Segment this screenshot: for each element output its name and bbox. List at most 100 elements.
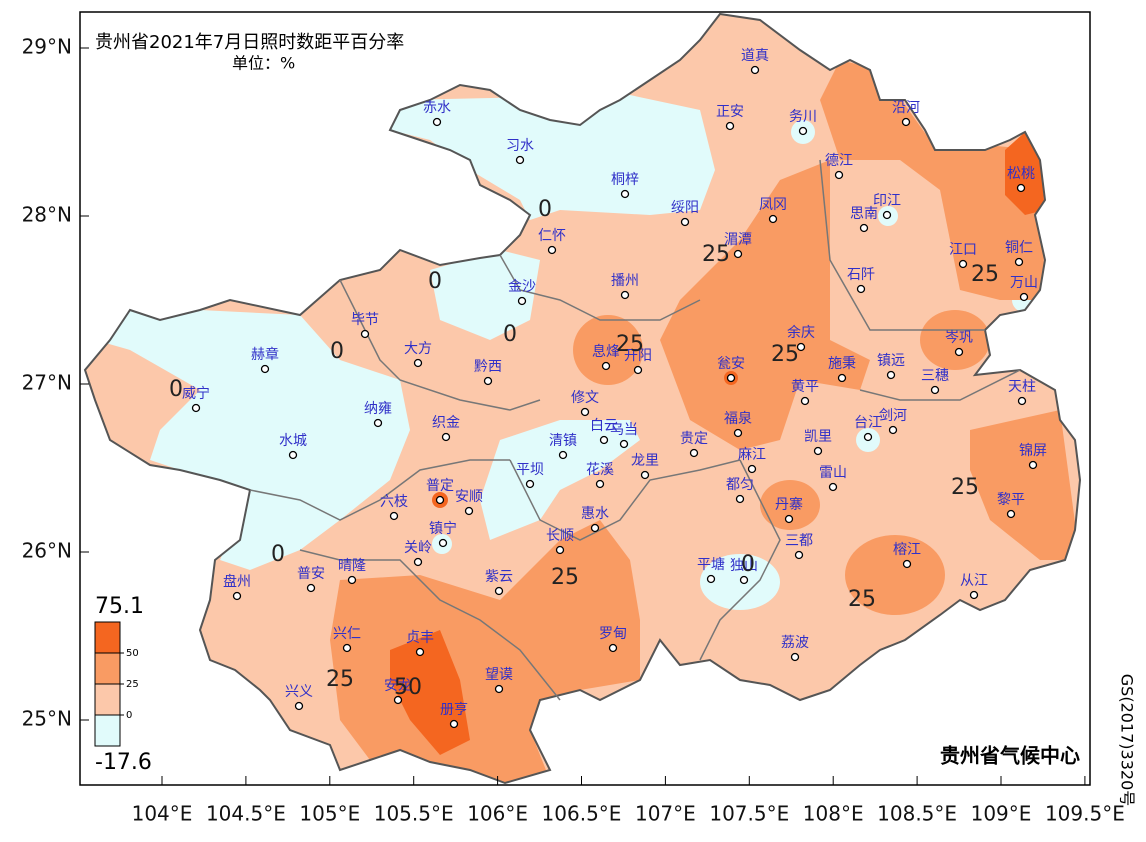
y-tick-label: 27°N	[22, 371, 72, 395]
station-name: 道真	[741, 48, 769, 64]
legend-swatch	[94, 652, 121, 685]
x-tick-label: 105°E	[299, 802, 360, 826]
contour-labels: 0 0 0 0 0 0 0 25 25 25 25 25 25 25 25 50	[169, 197, 999, 700]
station-name: 印江	[873, 193, 901, 209]
x-tick-label: 105.5°E	[374, 802, 454, 826]
station-name: 平塘	[697, 557, 725, 573]
station-name: 册亨	[440, 701, 468, 718]
station-dot	[901, 117, 911, 127]
y-tick-label: 26°N	[22, 539, 72, 563]
station-dot	[438, 538, 448, 548]
station-dot	[413, 557, 423, 567]
station-name: 普安	[297, 566, 325, 582]
station-name: 毕节	[351, 312, 379, 328]
station-dot	[1016, 183, 1026, 193]
legend-swatch	[94, 714, 121, 747]
x-tick-label: 107°E	[635, 802, 696, 826]
station-name: 安顺	[455, 489, 483, 505]
station-name: 台江	[854, 415, 882, 431]
contour-label: 0	[741, 552, 755, 577]
station-dot	[599, 435, 609, 445]
zone-below-0	[95, 95, 1036, 610]
station-dot	[441, 432, 451, 442]
station-dot	[517, 296, 527, 306]
legend-level: 0	[126, 710, 132, 721]
station-dot	[373, 418, 383, 428]
contour-label: 25	[771, 342, 799, 367]
station-dot	[432, 117, 442, 127]
contour-label: 0	[503, 322, 517, 347]
station-dot	[191, 403, 201, 413]
station-dot	[725, 121, 735, 131]
station-dot	[1017, 396, 1027, 406]
x-tick-label: 106.5°E	[542, 802, 622, 826]
station-name: 开阳	[624, 348, 652, 364]
contour-label: 25	[616, 332, 644, 357]
station-dot	[413, 358, 423, 368]
station-dot	[558, 450, 568, 460]
station-name: 望谟	[485, 667, 513, 683]
station-dot	[464, 506, 474, 516]
legend: 75.1 -17.6 50 25 0	[94, 594, 152, 775]
contour-label: 50	[394, 675, 422, 700]
contour-label: 25	[971, 262, 999, 287]
station-name: 普定	[426, 478, 454, 494]
contour-label: 0	[330, 339, 344, 364]
station-dot	[449, 719, 459, 729]
contour-label: 0	[538, 197, 552, 222]
contour-label: 25	[702, 242, 730, 267]
station-dot	[859, 223, 869, 233]
station-dot	[733, 249, 743, 259]
station-dot	[735, 494, 745, 504]
station-name: 凯里	[804, 429, 832, 445]
contour-label: 0	[271, 542, 285, 567]
station-name: 息烽	[592, 343, 620, 360]
station-name: 沿河	[892, 100, 920, 116]
legend-level: 25	[126, 679, 139, 690]
station-dot	[633, 365, 643, 375]
station-dot	[930, 385, 940, 395]
station-name: 贞丰	[406, 629, 434, 646]
station-dot	[595, 479, 605, 489]
station-name: 播州	[611, 273, 639, 289]
station-dot	[601, 361, 611, 371]
station-dot	[435, 495, 445, 505]
station-dot	[739, 575, 749, 585]
station-name: 镇宁	[429, 520, 457, 537]
station-name: 黎平	[997, 492, 1025, 508]
station-dot	[547, 245, 557, 255]
x-tick-label: 109°E	[971, 802, 1032, 826]
station-name: 紫云	[485, 569, 513, 585]
station-name: 三都	[785, 533, 813, 549]
station-dot	[288, 450, 298, 460]
station-dot	[1028, 460, 1038, 470]
approval-number: GS(2017)3320号	[1118, 674, 1137, 806]
station-name: 福泉	[724, 410, 752, 427]
station-name: 瓮安	[717, 356, 745, 372]
contour-label: 25	[848, 587, 876, 612]
station-name: 惠水	[581, 506, 609, 522]
station-name: 雷山	[819, 465, 847, 481]
station-dot	[415, 647, 425, 657]
x-tick-label: 108°E	[803, 802, 864, 826]
station-name: 黄平	[791, 378, 819, 395]
station-dot	[620, 189, 630, 199]
axes: 104°E 104.5°E 105°E 105.5°E 106°E 106.5°E 107°…	[22, 35, 1125, 826]
station-name: 丹寨	[775, 496, 803, 513]
station-dot	[726, 373, 736, 383]
station-name: 余庆	[787, 324, 815, 341]
station-name: 麻江	[738, 447, 766, 463]
station-dot	[784, 514, 794, 524]
city-borders	[249, 159, 1021, 701]
station-name: 兴仁	[333, 626, 361, 642]
station-name: 从江	[960, 573, 988, 589]
station-name: 都匀	[726, 477, 754, 493]
station-dot	[1014, 257, 1024, 267]
station-dot	[294, 701, 304, 711]
station-dot	[347, 575, 357, 585]
station-name: 岑巩	[945, 330, 973, 346]
legend-max: 75.1	[95, 594, 144, 619]
contour-label: 25	[951, 475, 979, 500]
